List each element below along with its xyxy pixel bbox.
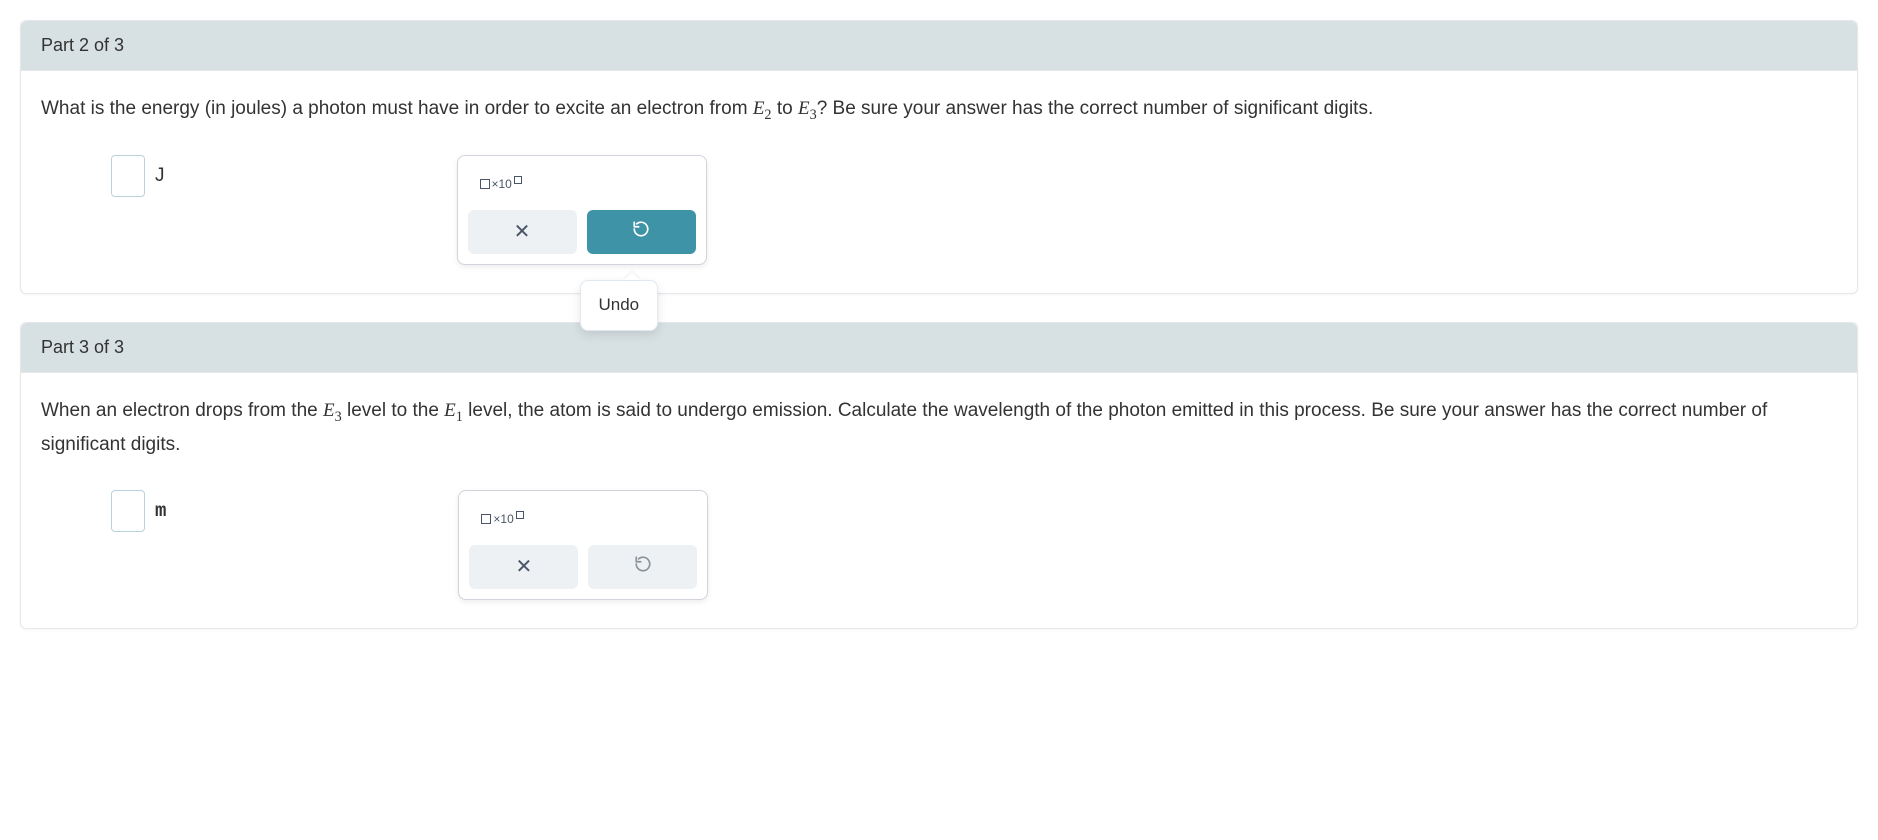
undo-icon [634, 550, 652, 584]
math-subscript: 3 [335, 409, 342, 425]
scientific-notation-label: ×10 [492, 174, 512, 194]
scientific-notation-button[interactable]: ×10 [475, 505, 529, 533]
equation-toolbox: ×10 ✕ [458, 490, 708, 600]
question-fragment: When an electron drops from the [41, 400, 323, 421]
answer-input[interactable] [111, 490, 145, 532]
placeholder-box-icon [480, 179, 490, 189]
math-subscript: 3 [810, 107, 817, 123]
question-fragment: What is the energy (in joules) a photon … [41, 98, 753, 119]
part-header: Part 2 of 3 [21, 21, 1857, 71]
part-header: Part 3 of 3 [21, 323, 1857, 373]
close-icon: ✕ [514, 215, 531, 249]
placeholder-box-icon [481, 514, 491, 524]
answer-row: m ×10 ✕ [41, 490, 1837, 600]
question-text: What is the energy (in joules) a photon … [41, 93, 1837, 127]
answer-input[interactable] [111, 155, 145, 197]
part-body: When an electron drops from the E3 level… [21, 373, 1857, 628]
question-fragment: level to the [342, 400, 444, 421]
answer-input-wrap: J [111, 155, 165, 197]
undo-button[interactable] [587, 210, 696, 254]
scientific-notation-button[interactable]: ×10 [474, 170, 528, 198]
clear-button[interactable]: ✕ [469, 545, 578, 589]
question-text: When an electron drops from the E3 level… [41, 395, 1837, 461]
tooltip-arrow-icon [624, 272, 640, 280]
math-symbol: E [444, 400, 456, 421]
math-symbol: E [798, 98, 810, 119]
math-symbol: E [753, 98, 765, 119]
answer-row: J×10✕Undo [41, 155, 1837, 265]
scientific-notation-label: ×10 [493, 509, 513, 529]
tooltip-text: Undo [580, 280, 659, 331]
math-subscript: 2 [764, 107, 771, 123]
undo-button[interactable] [588, 545, 697, 589]
question-fragment: to [772, 98, 798, 119]
part-body: What is the energy (in joules) a photon … [21, 71, 1857, 293]
answer-input-wrap: m [111, 490, 166, 532]
part-card: Part 3 of 3 When an electron drops from t… [20, 322, 1858, 629]
part-card: Part 2 of 3 What is the energy (in joules… [20, 20, 1858, 294]
math-symbol: E [323, 400, 335, 421]
toolbox-actions: ✕ [469, 545, 697, 589]
toolbox-row: ×10 [468, 166, 696, 202]
toolbox-actions: ✕ [468, 210, 696, 254]
close-icon: ✕ [516, 550, 533, 584]
toolbox-row: ×10 [469, 501, 697, 537]
math-subscript: 1 [456, 409, 463, 425]
equation-toolbox: ×10✕Undo [457, 155, 707, 265]
answer-unit: m [155, 495, 166, 527]
question-fragment: ? Be sure your answer has the correct nu… [817, 98, 1374, 119]
clear-button[interactable]: ✕ [468, 210, 577, 254]
undo-icon [632, 215, 650, 249]
undo-tooltip: Undo [606, 272, 659, 331]
exponent-box-icon [514, 176, 522, 184]
answer-unit: J [155, 160, 165, 192]
exponent-box-icon [516, 511, 524, 519]
